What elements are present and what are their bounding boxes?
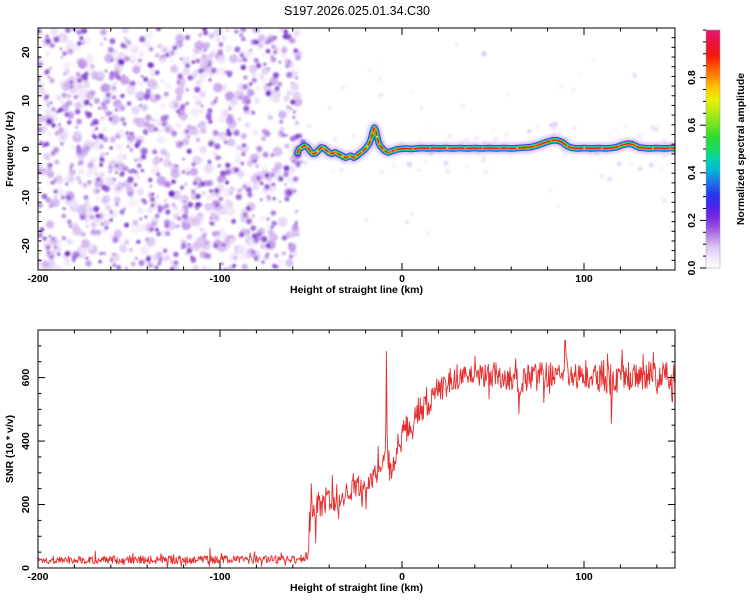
colorbar-tick-label: 0.0: [686, 261, 698, 276]
colorbar-tick-label: 0.2: [686, 213, 698, 228]
snr-ylabel: SNR (10 * v/v): [4, 415, 16, 483]
snr-trace-path: [38, 339, 675, 568]
y-tick-label: 200: [20, 496, 32, 514]
x-tick-label: 0: [399, 273, 405, 285]
x-tick-label: -100: [209, 571, 230, 583]
signal-trace: [291, 122, 675, 164]
x-tick-label: 0: [399, 571, 405, 583]
x-tick-label: -200: [27, 571, 48, 583]
colorbar-gradient: [705, 29, 721, 269]
y-tick-label: -10: [20, 190, 32, 205]
colorbar-tick-label: 0.8: [686, 70, 698, 85]
y-tick-label: 10: [20, 95, 32, 107]
snr-axes: -200 -100 0 100 0 200 400 600: [20, 329, 676, 583]
trace-layer: [291, 122, 675, 164]
y-tick-label: 400: [20, 432, 32, 450]
trace-layer: [296, 127, 395, 159]
colorbar-tick-label: 0.6: [686, 118, 698, 133]
snr-curve: [38, 339, 675, 568]
colorbar-label: Normalized spectral amplitude: [735, 73, 747, 225]
x-tick-label: -200: [27, 273, 48, 285]
x-tick-label: -100: [209, 273, 230, 285]
colorbar-ticks: 0.0 0.2 0.4 0.6 0.8: [686, 29, 706, 276]
x-tick-label: 100: [575, 571, 593, 583]
x-tick-label: 100: [575, 273, 593, 285]
colorbar-tick-label: 0.4: [686, 165, 698, 180]
y-tick-label: 20: [20, 46, 32, 58]
trace-layer: [395, 139, 675, 151]
y-tick-label: -20: [20, 238, 32, 253]
snr-panel: -200 -100 0 100 0 200 400 600 Height of straigh…: [4, 329, 676, 594]
figure-title: S197.2026.025.01.34.C30: [284, 4, 430, 18]
spectrogram-ylabel: Frequency (Hz): [4, 111, 16, 187]
spectrogram-xlabel: Height of straight line (km): [290, 284, 423, 296]
y-tick-label: 0: [20, 146, 32, 152]
snr-xlabel: Height of straight line (km): [290, 582, 423, 594]
colorbar: 0.0 0.2 0.4 0.6 0.8 Normalized spectral ampl…: [686, 29, 747, 276]
y-tick-label: 0: [20, 565, 32, 571]
y-tick-label: 600: [20, 369, 32, 387]
